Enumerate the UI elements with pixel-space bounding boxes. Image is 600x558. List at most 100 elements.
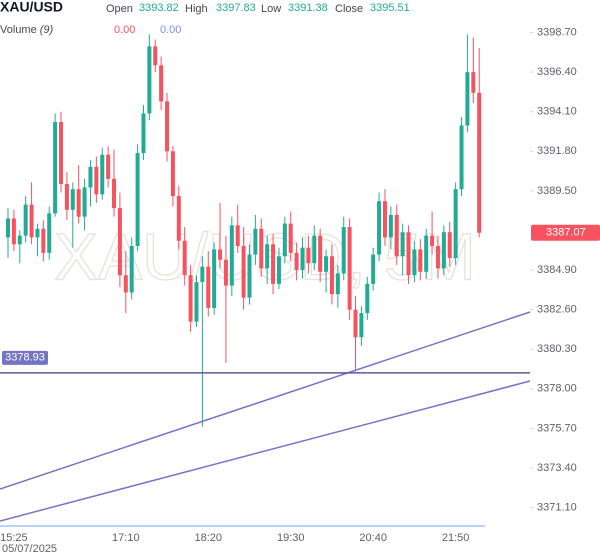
candle-body [453, 189, 458, 259]
x-tick-label: 20:40 [359, 532, 387, 544]
candle-body [64, 184, 69, 210]
candle-body [70, 189, 75, 210]
candle-body [123, 275, 128, 293]
candle-body [135, 153, 140, 246]
trend-line [0, 380, 531, 522]
readout-label: High [185, 3, 208, 15]
readout-value: 3397.83 [216, 2, 256, 14]
candle-body [300, 247, 305, 271]
candle-body [276, 256, 281, 284]
candle-body [412, 249, 417, 276]
candle-body [223, 259, 228, 286]
candle-body [253, 228, 258, 255]
candle-body [465, 72, 470, 126]
y-tick-label: 3384.90 [537, 264, 577, 276]
candle-body [259, 228, 264, 269]
readout-label: Close [335, 3, 363, 15]
candle-body [141, 113, 146, 154]
y-tick-label: 3380.30 [537, 343, 577, 355]
readout-label: Low [261, 3, 281, 15]
candle-body [359, 313, 364, 338]
candle-body [29, 204, 34, 238]
candle-body [165, 101, 170, 152]
date-label: 05/07/2025 [2, 543, 57, 555]
price-label: 3387.07 [546, 227, 586, 239]
readout-value: 3393.82 [139, 2, 179, 14]
candle-body [241, 245, 246, 298]
y-tick-label: 3373.40 [537, 462, 577, 474]
trend-line [0, 311, 531, 490]
candle-body [59, 122, 64, 185]
candle-body [424, 235, 429, 272]
y-tick-label: 3378.00 [537, 383, 577, 395]
candle-body [176, 196, 181, 241]
candle-body [418, 249, 423, 272]
candle-body [400, 232, 405, 257]
candle-body [235, 225, 240, 246]
candle-body [100, 154, 105, 195]
level-label: 3378.93 [5, 352, 45, 364]
candle-body [282, 223, 287, 257]
candle-body [188, 275, 193, 322]
y-tick-label: 3389.50 [537, 185, 577, 197]
volume-value: 0.00 [160, 24, 181, 36]
candle-body [129, 245, 134, 293]
candle-body [6, 218, 10, 238]
candle-body [371, 254, 376, 284]
y-tick-label: 3398.70 [537, 26, 577, 38]
y-tick-label: 3391.80 [537, 145, 577, 157]
candle-body [147, 46, 152, 114]
candle-body [447, 232, 452, 259]
candle-body [394, 214, 399, 257]
candle-body [94, 166, 99, 195]
y-tick-label: 3371.10 [537, 501, 577, 513]
candle-body [17, 235, 22, 245]
candle-body [35, 228, 40, 238]
candle-body [471, 72, 476, 93]
candle-body [218, 249, 223, 260]
price-label-bg [531, 224, 600, 241]
candle-body [306, 247, 311, 264]
candle-body [435, 245, 440, 269]
candle-body [459, 125, 464, 190]
candle-body [53, 122, 58, 214]
x-tick-label: 17:10 [112, 532, 140, 544]
x-tick-label: 21:50 [442, 532, 470, 544]
candle-body [76, 189, 81, 217]
candle-body [441, 232, 446, 269]
candle-body [206, 266, 211, 308]
plot-area: XAU/USD, 5M [6, 34, 482, 427]
candle-body [477, 92, 482, 233]
candle-body [318, 235, 323, 272]
candle-body [341, 227, 346, 274]
y-tick-label: 3396.40 [537, 66, 577, 78]
volume-param: (9) [40, 24, 54, 36]
candle-body [347, 227, 352, 310]
candle-body [294, 252, 299, 271]
x-tick-label: 15:25 [0, 532, 28, 544]
candle-body [212, 249, 217, 308]
candle-body [106, 154, 111, 179]
candle-body [194, 282, 199, 322]
candle-body [324, 256, 329, 272]
candle-body [182, 240, 187, 276]
volume-name: Volume [0, 24, 37, 36]
candle-body [335, 273, 340, 295]
candle-body [430, 235, 435, 246]
candle-body [265, 244, 270, 269]
candle-body [200, 266, 205, 283]
x-tick-label: 18:20 [194, 532, 222, 544]
candle-body [353, 309, 358, 338]
level-label-bg [2, 350, 48, 365]
candle-body [365, 283, 370, 314]
candle-body [229, 225, 234, 286]
y-tick-label: 3394.10 [537, 106, 577, 118]
readout-value: 3395.51 [370, 2, 410, 14]
candle-body [159, 65, 164, 102]
candle-body [271, 244, 276, 284]
x-tick-label: 19:30 [277, 532, 305, 544]
candle-body [329, 256, 334, 295]
candle-body [170, 151, 175, 197]
candle-body [388, 214, 393, 238]
